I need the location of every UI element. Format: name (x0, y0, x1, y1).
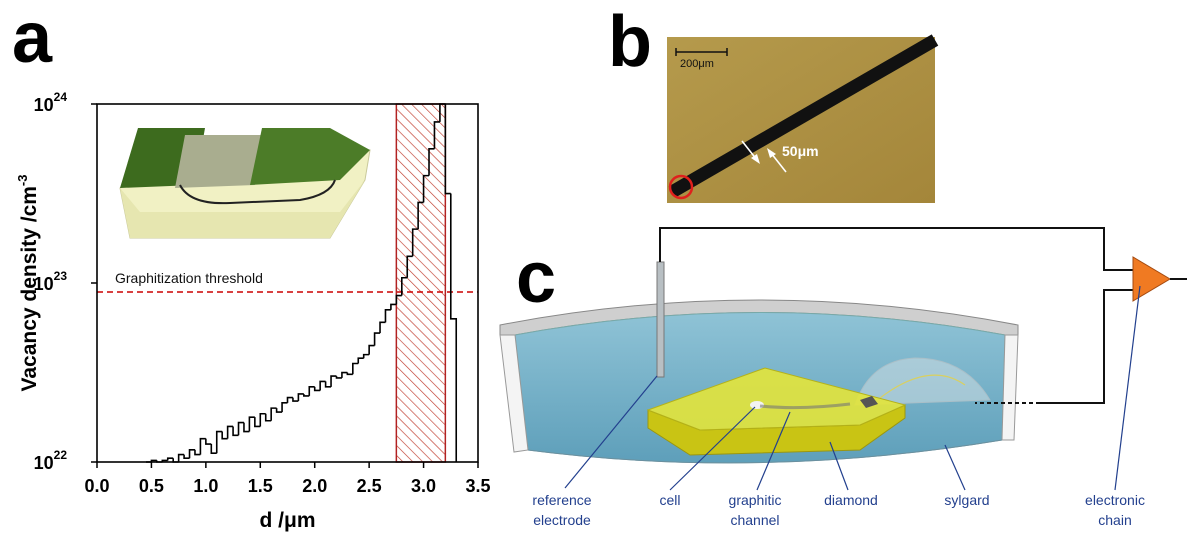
histogram-step (249, 417, 254, 431)
y-tick-label: 1024 (34, 90, 68, 115)
y-axis-title-exponent: -3 (15, 174, 30, 186)
histogram-step (288, 398, 293, 403)
histogram-step (353, 364, 358, 375)
histogram-step (358, 358, 363, 363)
highlight-region (396, 104, 445, 462)
diagram-label: reference (532, 492, 591, 508)
histogram-step (206, 439, 211, 444)
histogram-step (326, 381, 331, 386)
y-tick-label: 1022 (34, 448, 68, 473)
panel-letter: a (12, 0, 53, 78)
x-tick-label: 1.0 (193, 476, 218, 496)
histogram-step (445, 104, 450, 194)
histogram-step (309, 387, 314, 396)
histogram-step (369, 346, 374, 355)
histogram-step (336, 376, 341, 378)
y-tick-exponent: 24 (54, 90, 68, 104)
y-tick-exponent: 23 (54, 269, 68, 283)
histogram-step (239, 423, 244, 436)
histogram-step (184, 455, 189, 459)
histogram-step (282, 403, 287, 412)
diagram-label: diamond (824, 492, 878, 508)
histogram-step (298, 394, 303, 401)
x-tick-label: 0.5 (139, 476, 164, 496)
histogram-step (320, 381, 325, 390)
width-label: 50μm (782, 143, 819, 159)
page: {"panel_labels": ["a", "b", "c"], "chart… (0, 0, 1187, 535)
histogram-step (277, 408, 282, 412)
x-tick-label: 3.0 (411, 476, 436, 496)
histogram-step (200, 439, 205, 455)
diagram-labels: reference electrode cell graphitic channel di… (532, 492, 1145, 528)
figure: a b c Graphitization threshold 0.0 0.5 1.0 1… (0, 0, 1187, 535)
histogram-step (315, 387, 320, 391)
threshold-label: Graphitization threshold (115, 270, 263, 286)
y-axis-title: Vacancy density /cm-3 (15, 174, 41, 391)
y-axis-title-text: Vacancy density /cm (18, 186, 41, 391)
micrograph: 200μm 50μm (667, 37, 935, 203)
x-tick-label: 0.0 (84, 476, 109, 496)
histogram-step (228, 426, 233, 438)
histogram-step (233, 426, 238, 435)
histogram-step (331, 376, 336, 387)
y-tick-base: 10 (34, 453, 54, 473)
histogram-step (222, 432, 227, 439)
diagram-label: electrode (533, 512, 591, 528)
inset-schematic (120, 128, 370, 238)
histogram-step (255, 417, 260, 426)
histogram-step (364, 355, 369, 359)
x-tick-label: 2.0 (302, 476, 327, 496)
histogram-step (195, 450, 200, 455)
histogram-step (304, 394, 309, 396)
histogram-step (190, 450, 195, 458)
x-tick-label: 2.5 (357, 476, 382, 496)
diagram-label: graphitic (729, 492, 782, 508)
histogram-step (211, 444, 216, 453)
panel-letter: c (516, 238, 556, 318)
diagram-label: chain (1098, 512, 1131, 528)
histogram-step (179, 455, 184, 462)
x-tick-label: 3.5 (465, 476, 490, 496)
diagram-label: cell (659, 492, 680, 508)
panel-letter: b (608, 2, 652, 82)
histogram-step (168, 458, 173, 460)
x-tick-label: 1.5 (248, 476, 273, 496)
histogram-step (375, 333, 380, 346)
dish-diagram (500, 228, 1187, 490)
histogram-step (342, 373, 347, 378)
y-tick-base: 10 (34, 95, 54, 115)
histogram-step (347, 373, 352, 375)
y-tick-exponent: 22 (54, 448, 68, 462)
scale-bar-label: 200μm (680, 58, 714, 70)
histogram-step (451, 194, 456, 462)
histogram-step (266, 414, 271, 421)
diagram-label: sylgard (944, 492, 989, 508)
histogram-step (380, 322, 385, 333)
histogram-step (260, 414, 265, 427)
histogram-step (391, 304, 396, 309)
histogram-step (217, 432, 222, 454)
histogram-step (293, 398, 298, 401)
diagram-label: channel (730, 512, 779, 528)
x-axis-title: d /μm (259, 509, 315, 532)
histogram-step (271, 408, 276, 421)
histogram-step (244, 423, 249, 432)
histogram-step (385, 310, 390, 322)
diagram-label: electronic (1085, 492, 1145, 508)
